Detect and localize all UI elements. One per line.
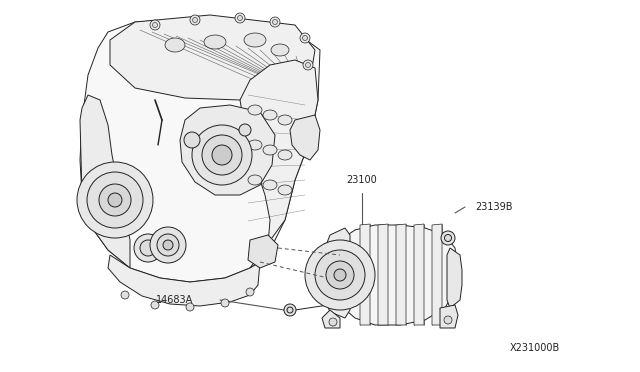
Polygon shape: [432, 224, 442, 325]
Polygon shape: [396, 224, 406, 325]
Polygon shape: [80, 18, 320, 282]
Ellipse shape: [271, 44, 289, 56]
Ellipse shape: [248, 105, 262, 115]
Polygon shape: [240, 60, 318, 268]
Circle shape: [99, 184, 131, 216]
Ellipse shape: [278, 185, 292, 195]
Circle shape: [246, 288, 254, 296]
Circle shape: [445, 234, 451, 241]
Circle shape: [444, 316, 452, 324]
Circle shape: [77, 162, 153, 238]
Text: X231000B: X231000B: [509, 343, 560, 353]
Circle shape: [235, 13, 245, 23]
Circle shape: [287, 307, 293, 313]
Circle shape: [163, 240, 173, 250]
Circle shape: [152, 22, 157, 28]
Polygon shape: [290, 115, 320, 160]
Polygon shape: [325, 228, 350, 318]
Circle shape: [190, 15, 200, 25]
Polygon shape: [110, 15, 315, 100]
Polygon shape: [447, 248, 462, 308]
Ellipse shape: [263, 110, 277, 120]
Polygon shape: [440, 305, 458, 328]
Ellipse shape: [278, 115, 292, 125]
Polygon shape: [322, 310, 340, 328]
Circle shape: [334, 269, 346, 281]
Ellipse shape: [165, 38, 185, 52]
Circle shape: [193, 17, 198, 22]
Ellipse shape: [244, 33, 266, 47]
Circle shape: [186, 303, 194, 311]
Circle shape: [157, 234, 179, 256]
Ellipse shape: [248, 140, 262, 150]
Circle shape: [151, 301, 159, 309]
Polygon shape: [414, 224, 424, 325]
Circle shape: [273, 19, 278, 25]
Ellipse shape: [263, 180, 277, 190]
Text: 23139B: 23139B: [475, 202, 513, 212]
Circle shape: [87, 172, 143, 228]
Circle shape: [140, 240, 156, 256]
Circle shape: [150, 20, 160, 30]
Circle shape: [121, 291, 129, 299]
Circle shape: [326, 261, 354, 289]
Circle shape: [237, 16, 243, 20]
Circle shape: [315, 250, 365, 300]
Circle shape: [303, 60, 313, 70]
Circle shape: [305, 62, 310, 67]
Polygon shape: [180, 105, 275, 195]
Circle shape: [150, 227, 186, 263]
Polygon shape: [360, 224, 370, 325]
Text: 14683A: 14683A: [156, 295, 194, 305]
Circle shape: [202, 135, 242, 175]
Polygon shape: [378, 224, 388, 325]
Polygon shape: [330, 225, 458, 325]
Circle shape: [303, 35, 307, 41]
Polygon shape: [108, 255, 260, 306]
Circle shape: [221, 299, 229, 307]
Circle shape: [239, 124, 251, 136]
Ellipse shape: [263, 145, 277, 155]
Circle shape: [184, 132, 200, 148]
Circle shape: [192, 125, 252, 185]
Circle shape: [108, 193, 122, 207]
Circle shape: [441, 231, 455, 245]
Circle shape: [134, 234, 162, 262]
Circle shape: [305, 240, 375, 310]
Ellipse shape: [278, 150, 292, 160]
Circle shape: [300, 33, 310, 43]
Polygon shape: [80, 95, 130, 268]
Circle shape: [212, 145, 232, 165]
Circle shape: [329, 318, 337, 326]
Ellipse shape: [248, 175, 262, 185]
Polygon shape: [248, 235, 278, 268]
Text: 23100: 23100: [347, 175, 378, 185]
Circle shape: [270, 17, 280, 27]
Circle shape: [284, 304, 296, 316]
Ellipse shape: [204, 35, 226, 49]
